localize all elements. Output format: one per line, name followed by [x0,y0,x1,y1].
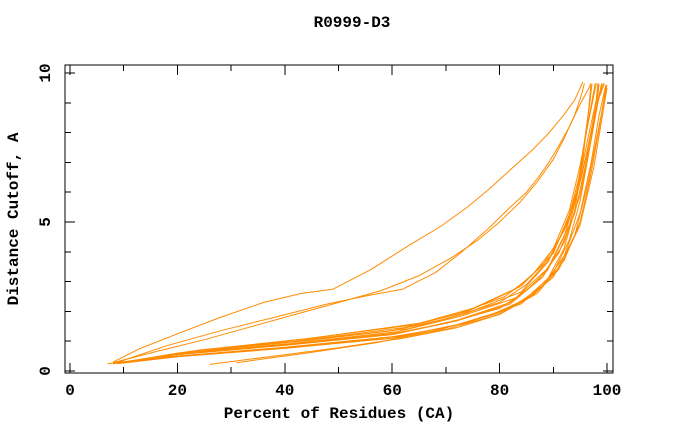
model-curve [123,83,599,363]
model-curve [123,83,604,364]
model-curve [112,83,603,365]
model-curve [112,81,584,363]
model-curve [118,84,608,365]
plot-frame [64,64,614,374]
model-curve [129,83,605,363]
model-curves [107,81,608,365]
y-axis-title: Distance Cutoff, A [5,132,23,305]
x-tick-label: 20 [168,382,187,400]
x-tick-label: 60 [383,382,402,400]
model-curve [209,86,607,365]
x-axis-title: Percent of Residues (CA) [224,405,454,423]
x-tick-label: 80 [490,382,509,400]
x-tick-label: 40 [275,382,294,400]
model-curve [107,84,592,365]
model-curve [236,87,608,364]
model-curve [112,84,600,365]
model-curve [112,84,607,365]
model-curve [112,83,585,364]
model-curve [118,83,600,364]
y-tick-label: 10 [37,63,55,82]
axes: 0 20 40 60 80 100 0 5 10 [37,63,621,400]
model-curve [118,84,603,364]
model-curve [123,83,597,364]
y-tick-label: 0 [37,366,55,376]
chart-title: R0999-D3 [314,14,391,32]
model-curve [118,83,592,363]
x-tick-label: 100 [593,382,622,400]
model-curve [118,83,596,364]
x-tick-label: 0 [65,382,75,400]
model-curve [112,83,593,364]
y-tick-label: 5 [37,217,55,227]
